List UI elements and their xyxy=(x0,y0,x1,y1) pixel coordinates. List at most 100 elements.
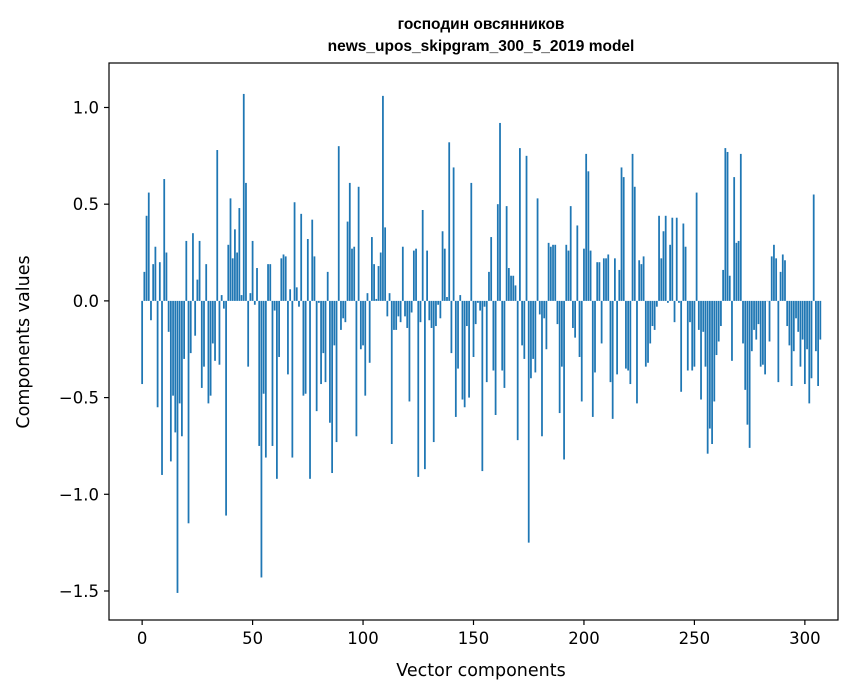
bar xyxy=(428,300,431,321)
bar xyxy=(647,300,649,363)
bar xyxy=(401,246,404,301)
bar xyxy=(669,244,671,301)
bar xyxy=(169,300,172,462)
bar xyxy=(348,182,351,301)
bar xyxy=(304,300,307,394)
bar xyxy=(382,95,384,301)
bar xyxy=(200,300,203,388)
y-tick-label: −1.0 xyxy=(59,485,99,504)
bar xyxy=(742,300,744,344)
bar xyxy=(492,300,495,371)
bar xyxy=(499,122,501,301)
bar xyxy=(406,300,409,328)
bar xyxy=(183,300,185,359)
bar xyxy=(781,254,784,301)
bar xyxy=(799,300,802,367)
bar xyxy=(388,293,391,301)
bar xyxy=(547,242,550,301)
bar xyxy=(673,300,676,323)
bar xyxy=(633,186,636,301)
bar xyxy=(556,300,559,325)
bar xyxy=(251,240,254,301)
bar xyxy=(295,287,298,301)
bar xyxy=(222,300,225,309)
bar xyxy=(735,242,738,301)
bar xyxy=(147,192,150,301)
bar xyxy=(750,300,753,352)
bar xyxy=(346,221,349,301)
bar xyxy=(737,240,740,301)
bar xyxy=(311,219,314,301)
bar xyxy=(344,300,347,323)
y-tick-label: −1.5 xyxy=(59,582,99,601)
bar xyxy=(276,300,278,479)
bar xyxy=(534,300,537,373)
bar xyxy=(337,146,340,301)
bar xyxy=(335,300,338,443)
bar xyxy=(306,239,309,301)
bar xyxy=(181,300,183,437)
bar xyxy=(667,300,669,303)
bar xyxy=(644,300,647,367)
bar xyxy=(470,182,473,301)
bar xyxy=(459,295,462,301)
bar xyxy=(218,300,221,365)
bar xyxy=(503,300,506,388)
bar xyxy=(797,300,800,332)
bar xyxy=(287,300,289,375)
bar xyxy=(430,300,433,328)
bar xyxy=(720,300,722,327)
bar xyxy=(494,300,497,415)
x-tick-label: 300 xyxy=(789,629,821,648)
bar xyxy=(560,300,563,367)
bar xyxy=(419,300,422,323)
bar xyxy=(313,256,316,301)
bar xyxy=(371,237,373,301)
x-axis-ticks: 0 50 100 150 200 250 300 xyxy=(137,620,821,648)
bar xyxy=(662,231,665,301)
bar xyxy=(682,223,685,301)
bar xyxy=(262,300,265,394)
bar xyxy=(196,279,199,301)
bar xyxy=(762,300,764,365)
bar xyxy=(695,192,698,301)
bar xyxy=(640,264,643,301)
bar xyxy=(340,300,342,330)
x-tick-label: 50 xyxy=(242,629,263,648)
bar xyxy=(552,244,554,301)
bar xyxy=(574,300,576,338)
bar xyxy=(541,300,543,437)
bar xyxy=(329,300,331,423)
bar xyxy=(722,269,725,301)
bar xyxy=(158,262,161,301)
bar xyxy=(684,246,687,301)
bar xyxy=(795,300,797,319)
bar xyxy=(185,240,188,301)
bar xyxy=(815,300,817,352)
bar xyxy=(614,258,616,301)
bar xyxy=(496,204,499,301)
bar xyxy=(598,262,601,301)
bar xyxy=(379,252,382,301)
bar xyxy=(563,300,565,460)
bar xyxy=(395,300,398,330)
bar xyxy=(724,148,727,301)
bar xyxy=(211,300,214,344)
bar xyxy=(607,254,610,301)
bar xyxy=(711,300,713,445)
bar xyxy=(176,300,179,593)
bar xyxy=(163,179,166,301)
bar xyxy=(591,300,594,417)
bar xyxy=(611,300,614,419)
bar xyxy=(454,300,457,417)
bar xyxy=(558,300,561,414)
bar-series xyxy=(141,93,822,593)
bar xyxy=(461,300,464,400)
bar xyxy=(602,258,605,301)
x-tick-label: 150 xyxy=(458,629,490,648)
bar xyxy=(636,300,638,404)
bar xyxy=(521,300,523,346)
bar xyxy=(770,256,773,301)
bar xyxy=(638,260,641,301)
bar xyxy=(256,268,258,301)
